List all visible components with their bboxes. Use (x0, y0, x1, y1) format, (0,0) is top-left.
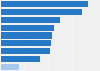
Bar (0, 25, 54, 31)
Bar (0, 17, 60, 23)
Bar (0, 32, 52, 39)
Bar (0, 40, 51, 46)
Bar (0, 1, 88, 7)
Bar (0, 56, 40, 62)
Bar (0, 9, 82, 15)
Bar (0, 64, 19, 70)
Bar (0, 48, 50, 54)
